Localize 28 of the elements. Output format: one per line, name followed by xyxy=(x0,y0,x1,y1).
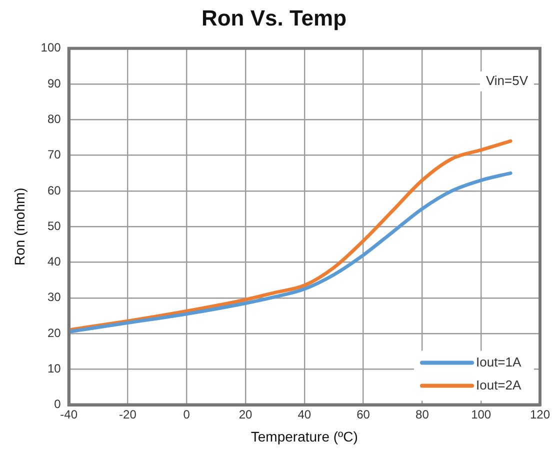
y-tick-label: 10 xyxy=(47,361,62,376)
x-axis-title: Temperature (ºC) xyxy=(250,428,358,444)
y-axis-title: Ron (mohm) xyxy=(11,188,28,266)
y-tick-label: 30 xyxy=(47,290,62,304)
annotation: Vin=5V xyxy=(486,72,528,88)
x-tick-label: 80 xyxy=(416,407,430,422)
y-tick-label: 20 xyxy=(47,326,62,340)
x-tick-label: 0 xyxy=(183,407,190,422)
y-tick-label: 100 xyxy=(40,40,62,55)
legend-label: Iout=2A xyxy=(476,377,522,392)
y-tick-label: 0 xyxy=(54,397,62,412)
chart-title: Ron Vs. Temp xyxy=(201,5,347,30)
y-tick-label: 60 xyxy=(47,183,62,198)
y-tick-label: 80 xyxy=(47,112,62,126)
y-tick-label: 90 xyxy=(47,76,62,90)
legend-label: Iout=1A xyxy=(476,354,522,370)
x-tick-label: 100 xyxy=(471,407,492,422)
x-tick-label: 120 xyxy=(530,407,550,422)
x-tick-label: 60 xyxy=(356,407,370,422)
x-tick-label: 20 xyxy=(238,407,253,422)
x-tick-label: 40 xyxy=(298,407,312,422)
line-series xyxy=(68,171,512,334)
y-tick-label: 40 xyxy=(47,254,62,269)
x-tick-label: -20 xyxy=(119,407,137,422)
x-tick-label: -40 xyxy=(60,407,78,422)
line-series xyxy=(68,139,512,332)
y-tick-label: 50 xyxy=(47,218,62,233)
y-tick-label: 70 xyxy=(47,148,62,162)
